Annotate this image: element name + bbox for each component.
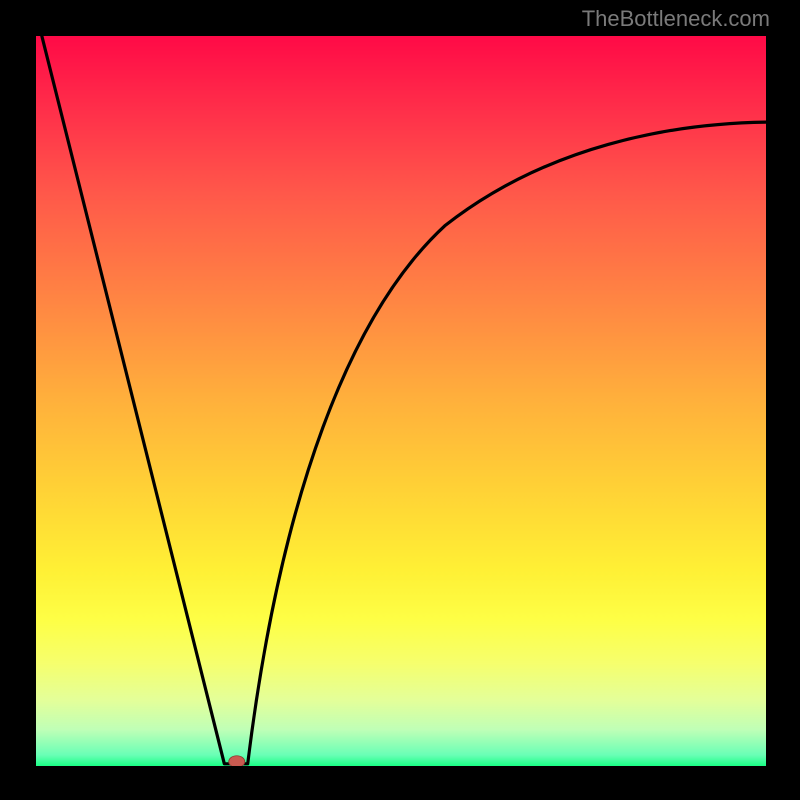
chart-container: TheBottleneck.com (0, 0, 800, 800)
watermark-text: TheBottleneck.com (582, 6, 770, 32)
curve-overlay (36, 36, 766, 766)
plot-area (36, 36, 766, 766)
minimum-marker (229, 756, 245, 766)
bottleneck-curve (42, 36, 766, 764)
